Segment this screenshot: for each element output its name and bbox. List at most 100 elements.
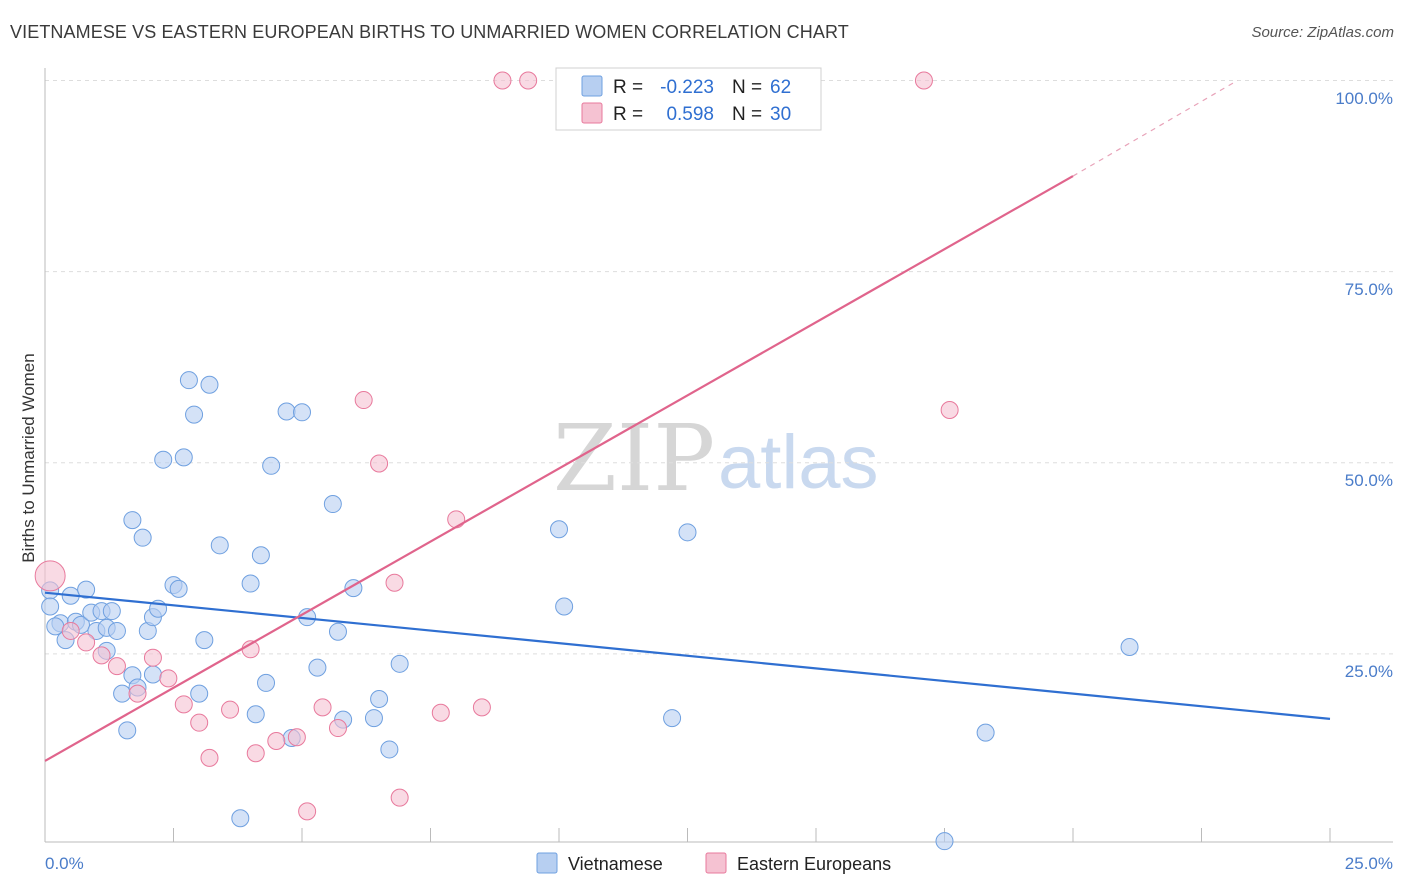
x-tick-label: 0.0%	[45, 854, 84, 873]
legend-swatch-eastern-europeans	[581, 102, 603, 124]
legend-swatch-vietnamese	[536, 852, 558, 874]
data-point-vietnamese	[678, 523, 697, 542]
data-point-eastern-europeans	[370, 454, 389, 473]
data-point-vietnamese	[663, 709, 682, 728]
data-point-vietnamese	[190, 684, 209, 703]
data-point-vietnamese	[113, 684, 132, 703]
data-point-vietnamese	[380, 740, 399, 759]
data-point-vietnamese	[123, 511, 142, 530]
data-point-vietnamese	[308, 658, 327, 677]
legend-swatch-vietnamese	[581, 75, 603, 97]
data-point-vietnamese	[241, 574, 260, 593]
x-tick-marks	[173, 828, 1331, 842]
data-point-vietnamese	[370, 689, 389, 708]
data-point-vietnamese	[390, 654, 409, 673]
data-point-eastern-europeans	[200, 748, 219, 767]
data-point-vietnamese	[277, 402, 296, 421]
data-point-vietnamese	[1120, 637, 1139, 656]
data-point-vietnamese	[210, 536, 229, 555]
data-point-vietnamese	[200, 375, 219, 394]
data-point-eastern-europeans	[354, 391, 373, 410]
correlation-legend: R = -0.223 N = 62 R = 0.598 N = 30	[555, 67, 822, 131]
data-point-vietnamese	[976, 723, 995, 742]
source-label: Source: ZipAtlas.com	[1251, 24, 1394, 41]
legend-r-label: R =	[613, 104, 643, 125]
trendline-extension-eastern-europeans	[1072, 79, 1238, 177]
data-point-vietnamese	[257, 673, 276, 692]
data-point-vietnamese	[46, 617, 65, 636]
series-legend: Vietnamese Eastern Europeans	[536, 852, 891, 874]
data-point-vietnamese	[231, 809, 250, 828]
legend-r-value: -0.223	[660, 77, 714, 98]
data-point-eastern-europeans	[61, 621, 80, 640]
legend-swatch-eastern-europeans	[705, 852, 727, 874]
data-point-eastern-europeans	[128, 684, 147, 703]
data-point-vietnamese	[293, 403, 311, 422]
data-point-eastern-europeans	[914, 71, 933, 90]
y-axis-title: Births to Unmarried Women	[19, 353, 38, 562]
data-point-eastern-europeans	[159, 669, 178, 688]
data-point-vietnamese	[328, 622, 347, 641]
data-point-vietnamese	[169, 579, 188, 598]
data-point-vietnamese	[102, 602, 121, 621]
data-point-eastern-europeans	[221, 700, 240, 719]
series-vietnamese	[41, 371, 1139, 851]
data-point-vietnamese	[195, 631, 214, 650]
data-point-vietnamese	[251, 546, 270, 565]
data-point-vietnamese	[118, 721, 137, 740]
chart-title: VIETNAMESE VS EASTERN EUROPEAN BIRTHS TO…	[10, 22, 849, 42]
data-point-eastern-europeans	[190, 713, 209, 732]
watermark-zip: ZIP	[553, 405, 715, 512]
data-point-eastern-europeans	[34, 560, 66, 592]
data-point-vietnamese	[133, 528, 152, 547]
data-point-eastern-europeans	[313, 698, 332, 717]
data-point-eastern-europeans	[246, 744, 265, 763]
data-point-vietnamese	[143, 665, 162, 684]
y-tick-label: 100.0%	[1335, 89, 1393, 108]
data-point-eastern-europeans	[519, 71, 538, 90]
trendline-eastern-europeans	[44, 175, 1074, 762]
data-point-eastern-europeans	[328, 719, 347, 738]
data-point-vietnamese	[185, 405, 204, 424]
data-point-vietnamese	[323, 495, 342, 514]
y-tick-label: 50.0%	[1345, 471, 1393, 490]
data-point-vietnamese	[364, 709, 383, 728]
legend-n-label: N =	[732, 104, 762, 125]
data-point-eastern-europeans	[267, 732, 286, 751]
data-point-eastern-europeans	[940, 400, 959, 419]
data-point-eastern-europeans	[77, 633, 96, 652]
legend-label-eastern-europeans: Eastern Europeans	[737, 854, 891, 874]
data-point-vietnamese	[179, 371, 198, 390]
x-tick-label: 25.0%	[1345, 854, 1393, 873]
data-point-eastern-europeans	[143, 648, 162, 667]
data-point-vietnamese	[555, 597, 574, 616]
y-tick-label: 75.0%	[1345, 280, 1393, 299]
data-point-vietnamese	[246, 705, 265, 724]
y-tick-label: 25.0%	[1345, 662, 1393, 681]
data-point-eastern-europeans	[390, 788, 409, 807]
data-point-vietnamese	[550, 520, 568, 539]
data-point-eastern-europeans	[174, 695, 193, 714]
data-point-vietnamese	[41, 597, 60, 616]
legend-n-label: N =	[732, 77, 762, 98]
legend-n-value: 30	[770, 104, 791, 125]
data-point-vietnamese	[77, 580, 96, 599]
trendlines	[44, 79, 1331, 762]
data-point-vietnamese	[107, 621, 126, 640]
legend-n-value: 62	[770, 77, 791, 98]
legend-r-value: 0.598	[666, 104, 714, 125]
data-point-eastern-europeans	[493, 71, 512, 90]
data-point-eastern-europeans	[447, 510, 466, 529]
data-point-eastern-europeans	[107, 657, 126, 676]
data-point-eastern-europeans	[431, 703, 450, 722]
data-point-eastern-europeans	[472, 698, 491, 717]
gridlines	[45, 80, 1393, 655]
trendline-vietnamese	[44, 591, 1331, 720]
data-point-vietnamese	[154, 450, 173, 469]
series-eastern-europeans	[34, 71, 959, 821]
data-point-vietnamese	[262, 456, 281, 475]
data-point-eastern-europeans	[287, 728, 306, 747]
data-point-eastern-europeans	[298, 802, 317, 821]
data-point-eastern-europeans	[92, 646, 111, 665]
